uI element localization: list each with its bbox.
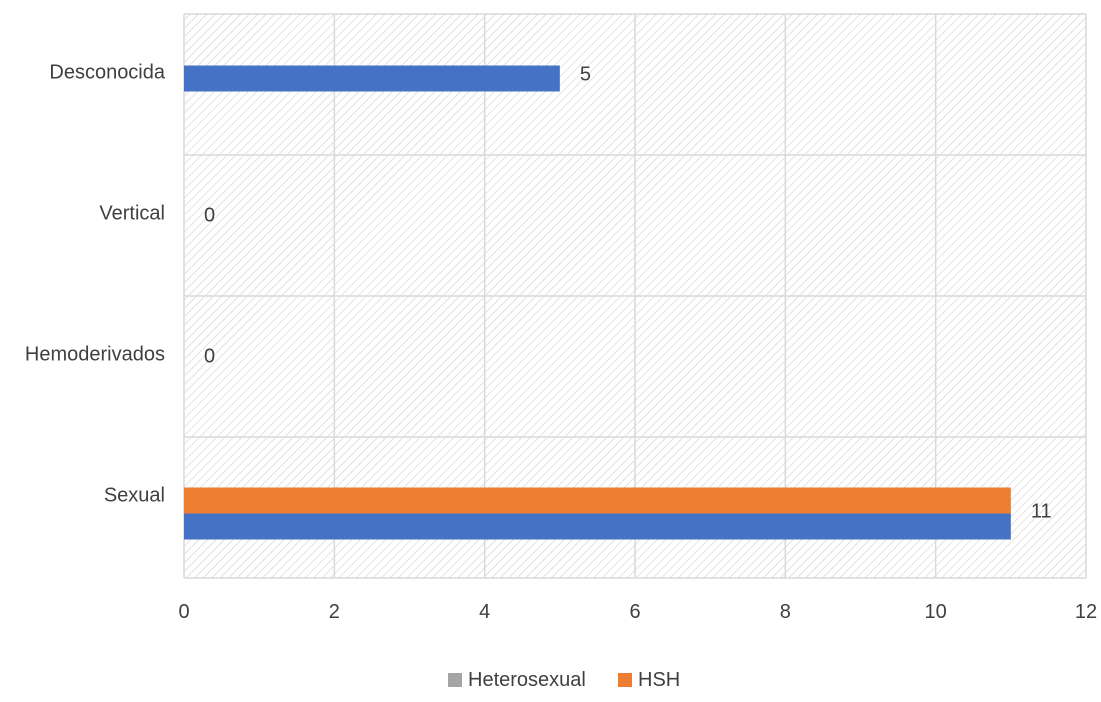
bar-blue-series <box>184 65 560 92</box>
bars <box>184 65 1011 540</box>
gridlines <box>183 13 1087 579</box>
x-tick-label: 0 <box>178 601 189 623</box>
x-tick-label: 6 <box>629 601 640 623</box>
bar-hsh <box>184 487 1011 514</box>
legend-swatch <box>618 673 632 687</box>
x-tick-label: 2 <box>329 601 340 623</box>
category-axis: Desconocida Vertical Hemoderivados Sexual <box>25 62 166 507</box>
data-label: 5 <box>580 64 591 86</box>
legend-label: Heterosexual <box>468 669 586 691</box>
data-label: 0 <box>204 346 215 368</box>
legend: Heterosexual HSH <box>448 669 680 691</box>
x-tick-label: 12 <box>1075 601 1097 623</box>
data-label: 0 <box>204 205 215 227</box>
legend-swatch <box>448 673 462 687</box>
value-axis: 0 2 4 6 8 10 12 <box>178 601 1097 623</box>
category-label: Sexual <box>104 485 165 507</box>
data-labels: 5 0 0 11 <box>204 64 1052 523</box>
x-tick-label: 10 <box>925 601 947 623</box>
x-tick-label: 8 <box>780 601 791 623</box>
x-tick-label: 4 <box>479 601 490 623</box>
category-label: Hemoderivados <box>25 344 165 366</box>
category-label: Desconocida <box>49 62 166 84</box>
data-label: 11 <box>1031 501 1052 523</box>
category-label: Vertical <box>99 203 165 225</box>
bar-blue-series <box>184 513 1011 540</box>
legend-label: HSH <box>638 669 680 691</box>
